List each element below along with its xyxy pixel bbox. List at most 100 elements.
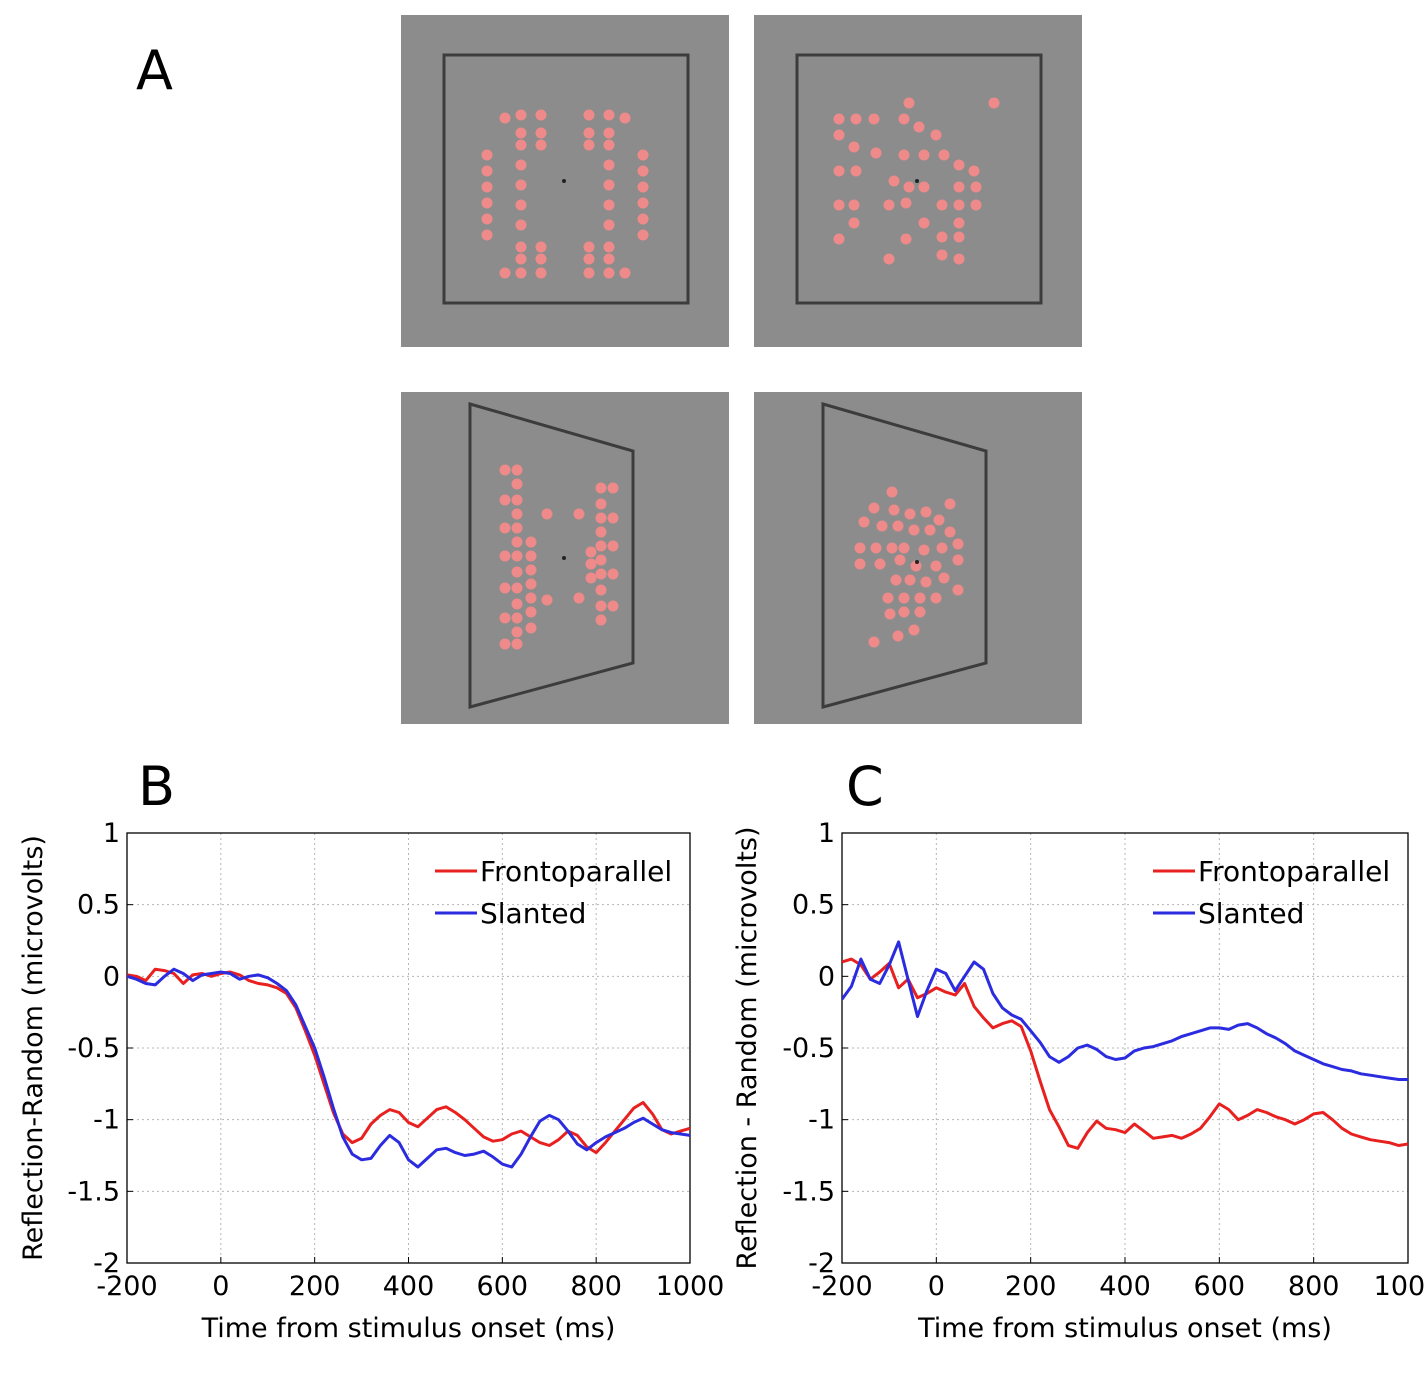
stimulus-dot (953, 181, 965, 193)
fixation-dot (915, 560, 919, 564)
stimulus-dot (583, 109, 595, 121)
stimulus-dots (481, 109, 649, 279)
stimulus-dot (499, 550, 511, 562)
stimulus-dot (515, 267, 527, 279)
stimulus-dot (595, 482, 607, 494)
stimulus-dot (953, 231, 965, 243)
stimulus-dot (918, 544, 930, 556)
stimulus-canvas (795, 53, 1043, 305)
stimulus-dot (535, 253, 547, 265)
y-tick-label: -0.5 (782, 1033, 835, 1064)
stimulus-dot (936, 249, 948, 261)
stimulus-dot (930, 560, 942, 572)
y-tick-label: 1 (818, 818, 835, 849)
stimulus-dot (511, 522, 523, 534)
stimulus-dots (499, 464, 619, 650)
stimulus-dot (833, 233, 845, 245)
stimulus-dot (535, 139, 547, 151)
stimulus-dot (892, 520, 904, 532)
stimulus-dot (525, 606, 537, 618)
stimulus-dot (499, 494, 511, 506)
stimulus-dot (595, 600, 607, 612)
stimulus-dot (515, 199, 527, 211)
stimulus-dot (573, 508, 585, 520)
stimulus-dot (833, 199, 845, 211)
y-tick-label: -1.5 (782, 1176, 835, 1207)
stimulus-dot (541, 594, 553, 606)
stimulus-dot (511, 536, 523, 548)
stimulus-dot (583, 241, 595, 253)
stimulus-dot (988, 97, 1000, 109)
stimulus-dot (603, 241, 615, 253)
stimulus-dots (854, 486, 964, 648)
x-tick-label: 800 (1288, 1271, 1340, 1302)
stimulus-dot (481, 181, 493, 193)
y-tick-label: -1.5 (67, 1176, 120, 1207)
stimulus-dot (481, 229, 493, 241)
y-tick-label: 0 (103, 961, 120, 992)
stimulus-frame (468, 402, 635, 709)
grid (127, 833, 690, 1263)
stimulus-dot (515, 253, 527, 265)
stimulus-dot (850, 113, 862, 125)
x-tick-label: 200 (1005, 1271, 1057, 1302)
stimulus-dot (511, 494, 523, 506)
stimulus-dot (968, 165, 980, 177)
stimulus-dot (525, 536, 537, 548)
stimulus-dot (914, 592, 926, 604)
stimulus-dot (511, 612, 523, 624)
stimulus-dot (511, 638, 523, 650)
stimulus-dot (535, 109, 547, 121)
chart-svg: -200 0 200 400 600 800 1000 1 0.5 0 -0.5 -1 -1.5 -2 Ti… (734, 818, 1424, 1344)
stimulus-dot (511, 478, 523, 490)
stimulus-dot (952, 554, 964, 566)
stimulus-dot (933, 514, 945, 526)
stimulus-dot (920, 576, 932, 588)
stimulus-dot (619, 112, 631, 124)
stimulus-dot (499, 464, 511, 476)
y-tick-label: -1 (808, 1105, 835, 1136)
stimulus-dot (595, 584, 607, 596)
stimulus-dot (585, 546, 597, 558)
y-axis-label: Reflection - Random (microvolts) (734, 826, 763, 1269)
stimulus-dot (607, 600, 619, 612)
stimulus-dot (595, 498, 607, 510)
stimulus-dot (603, 267, 615, 279)
stimulus-dot (525, 622, 537, 634)
stimulus-dot (511, 582, 523, 594)
stimulus-dot (938, 149, 950, 161)
stimulus-dot (908, 524, 920, 536)
series-line-frontoparallel (842, 957, 1408, 1150)
grid (842, 833, 1408, 1263)
stimulus-dot (595, 568, 607, 580)
stimulus-dot (854, 542, 866, 554)
stimulus-slanted-reflection (401, 392, 729, 724)
stimulus-dot (607, 512, 619, 524)
stimulus-dot (595, 512, 607, 524)
stimulus-dot (970, 199, 982, 211)
stimulus-dot (944, 498, 956, 510)
stimulus-dot (900, 197, 912, 209)
stimulus-dot (515, 109, 527, 121)
y-tick-label: -2 (93, 1248, 120, 1279)
x-tick-label: -200 (96, 1271, 157, 1302)
stimulus-dot (910, 560, 922, 572)
stimulus-dot (603, 139, 615, 151)
panel-label-a: A (136, 39, 173, 102)
y-axis-label: Reflection-Random (microvolts) (20, 835, 49, 1261)
stimulus-frontoparallel-reflection (401, 15, 729, 347)
stimulus-dot (888, 175, 900, 187)
stimulus-dot (535, 241, 547, 253)
x-tick-label: 1000 (1374, 1271, 1424, 1302)
stimulus-dot (583, 139, 595, 151)
y-tick-label: 0.5 (792, 890, 835, 921)
stimulus-dot (511, 464, 523, 476)
stimulus-dot (970, 181, 982, 193)
stimulus-frame (795, 53, 1043, 305)
stimulus-dot (884, 608, 896, 620)
stimulus-dot (585, 558, 597, 570)
stimulus-dot (938, 572, 950, 584)
y-tick-label: 1 (103, 818, 120, 849)
stimulus-dot (583, 253, 595, 265)
stimulus-dot (585, 572, 597, 584)
